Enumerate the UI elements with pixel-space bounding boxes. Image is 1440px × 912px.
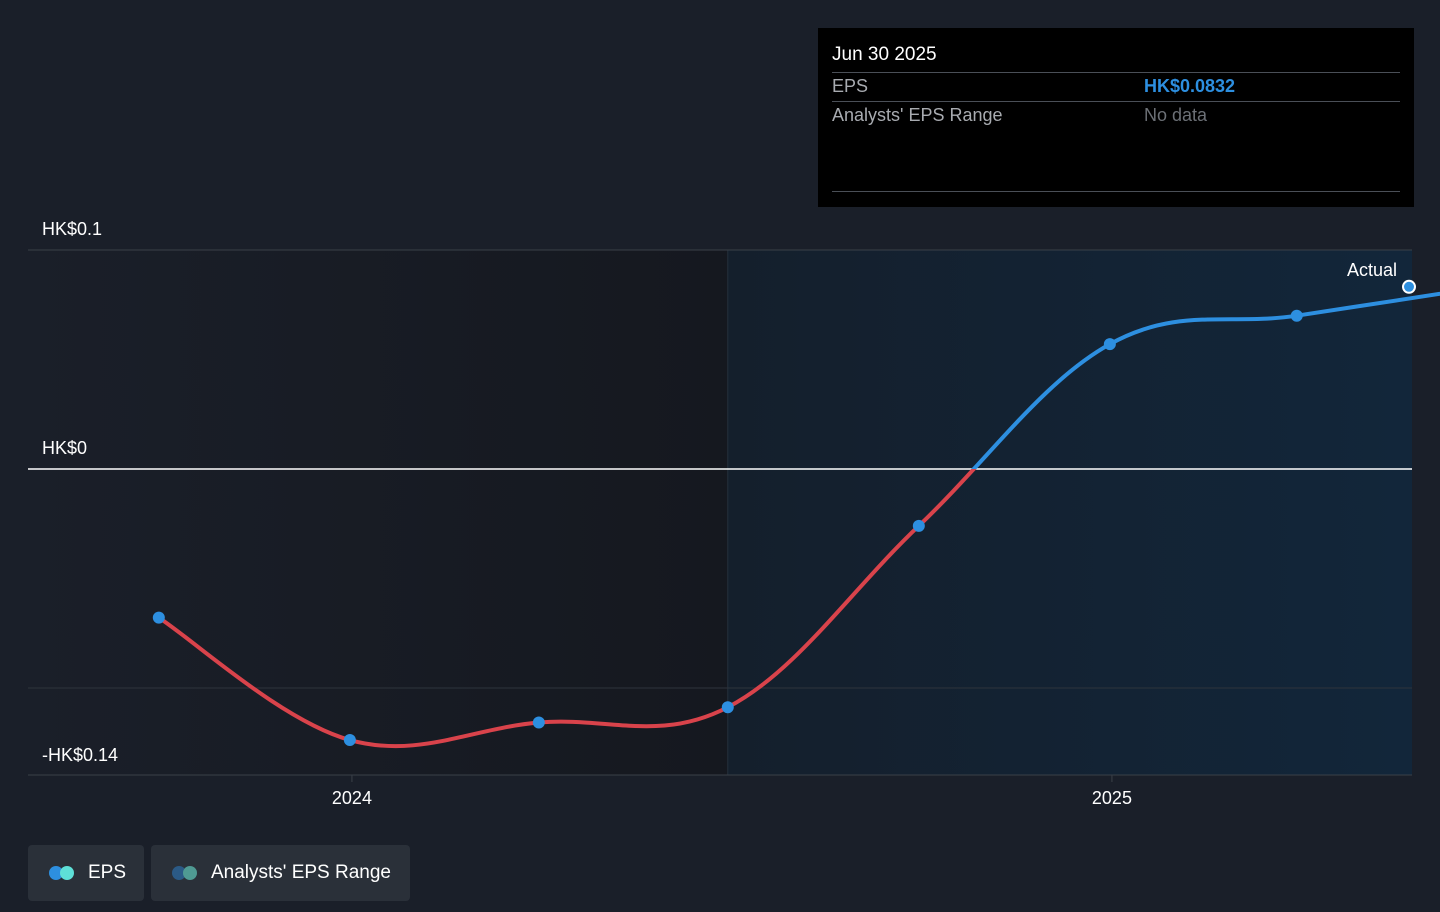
eps-point [343,734,356,747]
eps-tooltip: Jun 30 2025 EPS HK$0.0832 Analysts' EPS … [818,28,1414,207]
eps-point [532,716,545,729]
eps-point [1103,338,1116,351]
y-tick-label: HK$0.1 [42,219,102,239]
tooltip-eps-value: HK$0.0832 [1144,76,1236,96]
y-tick-label: HK$0 [42,438,87,458]
tooltip-date: Jun 30 2025 [832,44,937,65]
eps-point [912,519,925,532]
legend-range-button[interactable]: Analysts' EPS Range [151,845,410,901]
y-tick-label: -HK$0.14 [42,745,118,765]
x-tick-label: 2025 [1092,788,1132,808]
x-tick-label: 2024 [332,788,372,808]
eps-line-negative [156,469,977,749]
tooltip-range-label: Analysts' EPS Range [832,105,1003,125]
eps-point-current [1402,279,1416,294]
past-region [28,250,728,775]
tooltip-range-value: No data [1144,105,1208,125]
eps-swatch-icon [49,866,75,880]
actual-label: Actual [1347,260,1397,280]
forecast-region [727,250,1412,775]
eps-point [721,701,734,714]
legend-range-label: Analysts' EPS Range [211,862,391,883]
tooltip-eps-label: EPS [832,76,869,96]
tooltip-row-range: Analysts' EPS Range No data [832,101,1400,131]
eps-point [1290,309,1303,322]
legend-eps-label: EPS [88,862,127,883]
range-swatch-icon [172,866,198,880]
eps-line-positive [971,291,1440,469]
tooltip-divider [832,191,1400,192]
legend-eps-button[interactable]: EPS [28,845,144,901]
eps-point [152,611,165,624]
tooltip-row-eps: EPS HK$0.0832 [832,72,1400,102]
